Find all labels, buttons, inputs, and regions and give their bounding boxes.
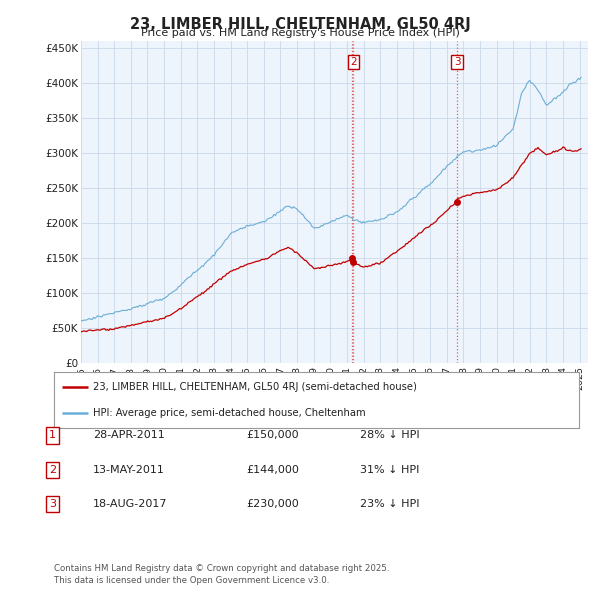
Text: Contains HM Land Registry data © Crown copyright and database right 2025.
This d: Contains HM Land Registry data © Crown c… <box>54 565 389 585</box>
Text: 18-AUG-2017: 18-AUG-2017 <box>93 499 167 509</box>
Text: 13-MAY-2011: 13-MAY-2011 <box>93 465 165 474</box>
Text: £144,000: £144,000 <box>246 465 299 474</box>
Text: 3: 3 <box>454 57 460 67</box>
Text: 28-APR-2011: 28-APR-2011 <box>93 431 165 440</box>
Text: 23% ↓ HPI: 23% ↓ HPI <box>360 499 419 509</box>
Text: 23, LIMBER HILL, CHELTENHAM, GL50 4RJ (semi-detached house): 23, LIMBER HILL, CHELTENHAM, GL50 4RJ (s… <box>94 382 417 392</box>
Text: 2: 2 <box>49 465 56 474</box>
Text: 1: 1 <box>49 431 56 440</box>
Text: 2: 2 <box>350 57 356 67</box>
Text: 31% ↓ HPI: 31% ↓ HPI <box>360 465 419 474</box>
Text: Price paid vs. HM Land Registry's House Price Index (HPI): Price paid vs. HM Land Registry's House … <box>140 28 460 38</box>
Text: 3: 3 <box>49 499 56 509</box>
Text: HPI: Average price, semi-detached house, Cheltenham: HPI: Average price, semi-detached house,… <box>94 408 366 418</box>
Text: 28% ↓ HPI: 28% ↓ HPI <box>360 431 419 440</box>
Text: £230,000: £230,000 <box>246 499 299 509</box>
Text: £150,000: £150,000 <box>246 431 299 440</box>
Text: 23, LIMBER HILL, CHELTENHAM, GL50 4RJ: 23, LIMBER HILL, CHELTENHAM, GL50 4RJ <box>130 17 470 31</box>
